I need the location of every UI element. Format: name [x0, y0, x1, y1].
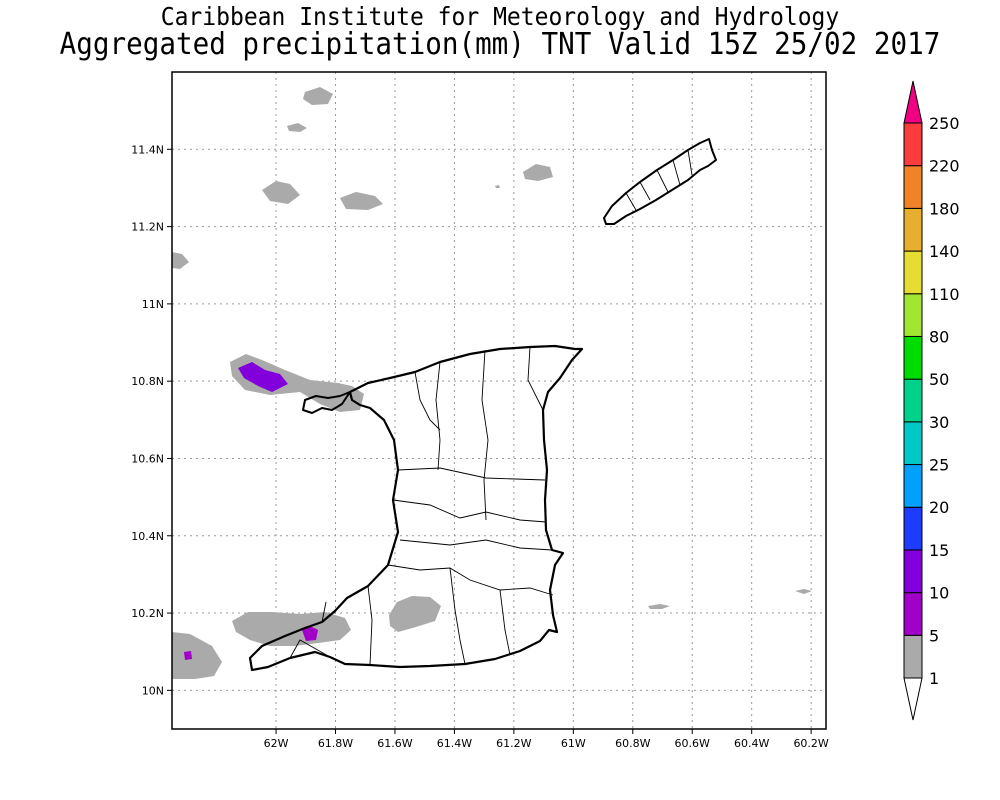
boundary: [397, 467, 546, 481]
chart-title-line2: Aggregated precipitation(mm) TNT Valid 1…: [59, 27, 941, 62]
rain-area: [230, 354, 364, 412]
rain-area-heavy: [184, 651, 192, 660]
colorbar-swatch: [903, 335, 923, 380]
x-tick-label: 61W: [561, 737, 586, 750]
boundary: [449, 567, 466, 665]
boundary: [527, 346, 544, 411]
colorbar-label: 20: [929, 498, 949, 517]
colorbar-label: 180: [929, 199, 960, 218]
y-tick-label: 10.4N: [131, 530, 164, 543]
boundary: [399, 539, 553, 551]
rain-area: [232, 612, 351, 646]
y-tick-label: 10.8N: [131, 375, 164, 388]
rain-area: [340, 192, 383, 210]
boundary: [414, 371, 441, 431]
boundary: [435, 361, 441, 471]
trinidad-coastline: [248, 344, 584, 672]
rain-area: [172, 252, 189, 269]
colorbar-label: 50: [929, 370, 949, 389]
rain-area: [795, 589, 812, 594]
rain-area: [303, 87, 333, 105]
rain-area-heavy: [238, 362, 288, 392]
plot-frame: [171, 71, 827, 730]
boundary: [625, 149, 693, 211]
boundary: [392, 499, 547, 523]
x-tick-label: 60.6W: [675, 737, 710, 750]
rain-area: [523, 164, 553, 181]
colorbar-label: 140: [929, 242, 960, 261]
precipitation-field: [172, 87, 812, 679]
rain-area: [287, 123, 307, 132]
colorbar-lower-extend: [903, 677, 923, 721]
boundary: [367, 585, 373, 666]
x-tick-label: 60.8W: [615, 737, 650, 750]
rain-area: [172, 632, 222, 679]
boundary: [499, 589, 511, 656]
chaguaramas-peninsula: [302, 391, 351, 414]
admin-boundaries: [289, 149, 693, 666]
colorbar-label: 110: [929, 285, 960, 304]
x-tick-label: 62W: [264, 737, 289, 750]
colorbar-label: 15: [929, 541, 949, 560]
x-tick-label: 60.2W: [793, 737, 828, 750]
colorbar-label: 10: [929, 584, 949, 603]
colorbar-swatch: [903, 122, 923, 167]
y-tick-label: 10.6N: [131, 452, 164, 465]
colorbar-swatch: [903, 293, 923, 337]
boundary: [289, 639, 331, 659]
boundary: [387, 564, 554, 596]
colorbar-swatch: [903, 506, 923, 551]
x-tick-label: 61.4W: [437, 737, 472, 750]
boundary: [481, 349, 489, 521]
y-tick-labels: 10N 10.2N 10.4N 10.6N 10.8N 11N 11.2N 11.4N: [131, 143, 164, 697]
colorbar-swatch: [903, 165, 923, 209]
colorbar-swatch: [903, 592, 923, 636]
colorbar-swatch: [903, 634, 923, 679]
y-tick-label: 10N: [142, 684, 164, 697]
y-tick-label: 11N: [142, 298, 164, 311]
colorbar-label: 30: [929, 413, 949, 432]
colorbar: [903, 80, 923, 721]
rain-area: [389, 596, 441, 632]
colorbar-swatch: [903, 207, 923, 252]
tobago-coastline: [603, 138, 717, 225]
rain-area-heavy: [302, 626, 318, 641]
x-tick-label: 61.8W: [318, 737, 353, 750]
rain-area: [495, 185, 500, 188]
colorbar-swatch: [903, 378, 923, 423]
y-tick-label: 11.4N: [131, 143, 164, 156]
x-tick-label: 60.4W: [734, 737, 769, 750]
axis-ticks: [167, 148, 812, 734]
colorbar-label: 25: [929, 456, 949, 475]
rain-area: [648, 604, 670, 609]
colorbar-swatch: [903, 549, 923, 594]
colorbar-upper-extend: [903, 80, 923, 124]
colorbar-label: 250: [929, 114, 960, 133]
colorbar-label: 80: [929, 327, 949, 346]
colorbar-swatch: [903, 250, 923, 295]
x-tick-label: 61.6W: [377, 737, 412, 750]
chart-title-line1: Caribbean Institute for Meteorology and …: [160, 2, 840, 31]
colorbar-label: 5: [929, 626, 939, 645]
colorbar-swatch: [903, 421, 923, 466]
y-tick-label: 11.2N: [131, 221, 164, 234]
coastline: [248, 138, 717, 672]
colorbar-label: 220: [929, 157, 960, 176]
colorbar-swatch: [903, 464, 923, 508]
x-tick-labels: 62W 61.8W 61.6W 61.4W 61.2W 61W 60.8W 60.6W 60.4…: [264, 737, 829, 750]
colorbar-label: 1: [929, 669, 939, 688]
x-tick-label: 61.2W: [496, 737, 531, 750]
boundary: [321, 601, 327, 623]
y-tick-label: 10.2N: [131, 607, 164, 620]
rain-area: [262, 181, 300, 204]
